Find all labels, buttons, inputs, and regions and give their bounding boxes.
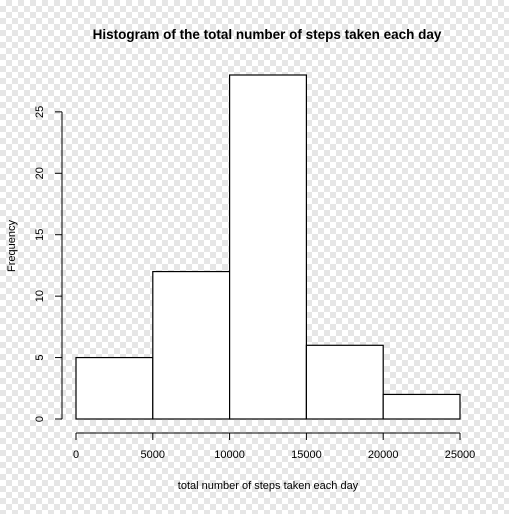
bars-group bbox=[75, 74, 461, 420]
y-tick-label-5: 25 bbox=[34, 106, 46, 118]
x-tick-label-1: 5000 bbox=[141, 449, 165, 461]
y-tick-label-0: 0 bbox=[34, 416, 46, 422]
chart-title: Histogram of the total number of steps t… bbox=[93, 27, 442, 42]
y-tick-label-4: 20 bbox=[34, 167, 46, 179]
x-axis-label: total number of steps taken each day bbox=[178, 480, 359, 492]
y-tick-label-3: 15 bbox=[34, 229, 46, 241]
histogram-bar-1 bbox=[152, 270, 231, 420]
x-tick-label-5: 25000 bbox=[445, 449, 476, 461]
y-tick-label-2: 10 bbox=[34, 290, 46, 302]
x-tick-label-3: 15000 bbox=[291, 449, 322, 461]
y-axis-label: Frequency bbox=[6, 220, 18, 272]
histogram-bar-2 bbox=[229, 74, 308, 420]
x-axis: 0 5000 10000 15000 20000 25000 bbox=[73, 432, 476, 461]
x-tick-label-0: 0 bbox=[73, 449, 79, 461]
y-axis: 0 5 10 15 20 25 bbox=[34, 106, 63, 422]
x-tick-label-4: 20000 bbox=[368, 449, 399, 461]
y-tick-label-1: 5 bbox=[34, 355, 46, 361]
histogram-bar-4 bbox=[382, 393, 461, 420]
histogram-bar-3 bbox=[305, 344, 384, 420]
histogram-bar-0 bbox=[75, 356, 154, 420]
x-tick-label-2: 10000 bbox=[214, 449, 245, 461]
